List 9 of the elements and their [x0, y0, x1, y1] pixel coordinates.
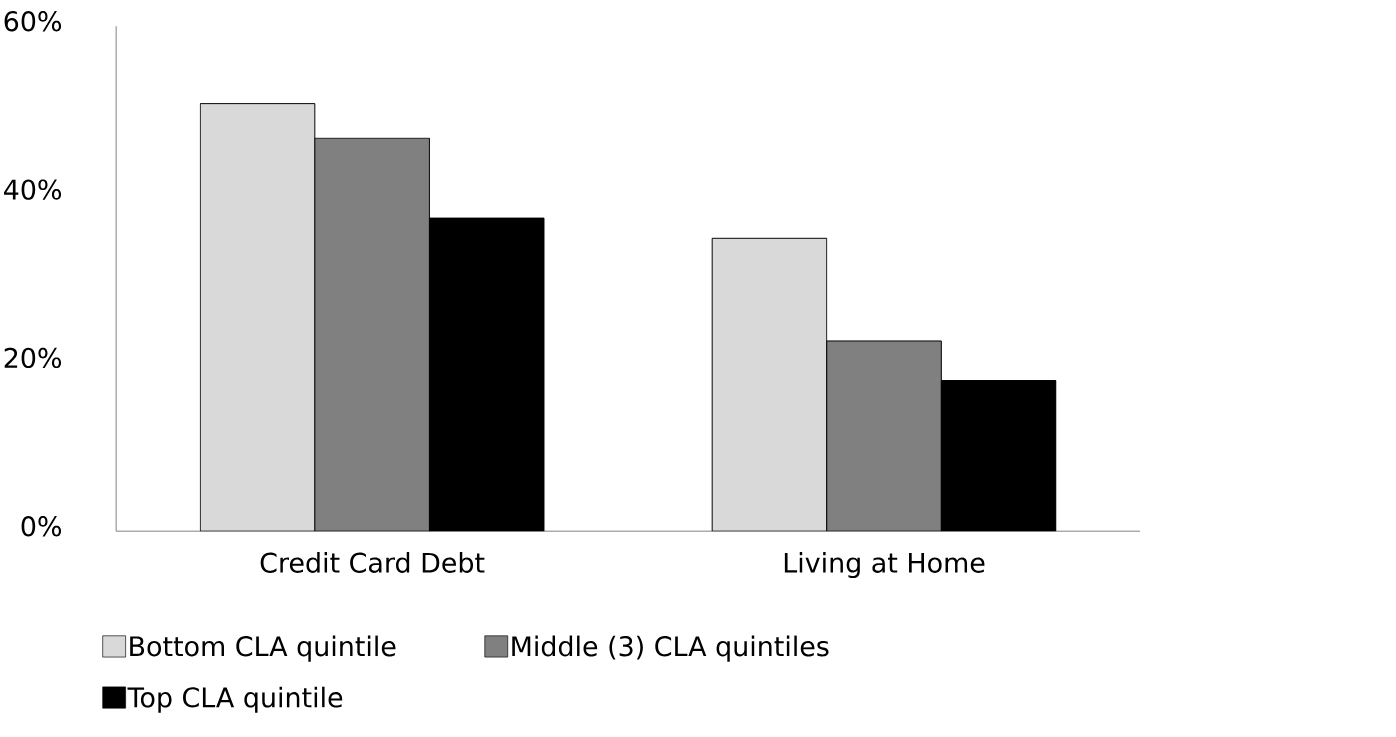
legend-label: Bottom CLA quintile: [130, 635, 396, 662]
y-tick-label: 40%: [4, 179, 62, 200]
legend-label: Middle (3) CLA quintiles: [512, 635, 829, 662]
x-tick-label: Living at Home: [784, 551, 985, 578]
y-tick-label: 0%: [21, 515, 62, 537]
y-tick-label: 20%: [4, 347, 62, 368]
y-tick-label: 60%: [4, 10, 62, 32]
x-tick-label: Credit Card Debt: [260, 551, 485, 573]
legend-label: Top CLA quintile: [127, 686, 343, 713]
